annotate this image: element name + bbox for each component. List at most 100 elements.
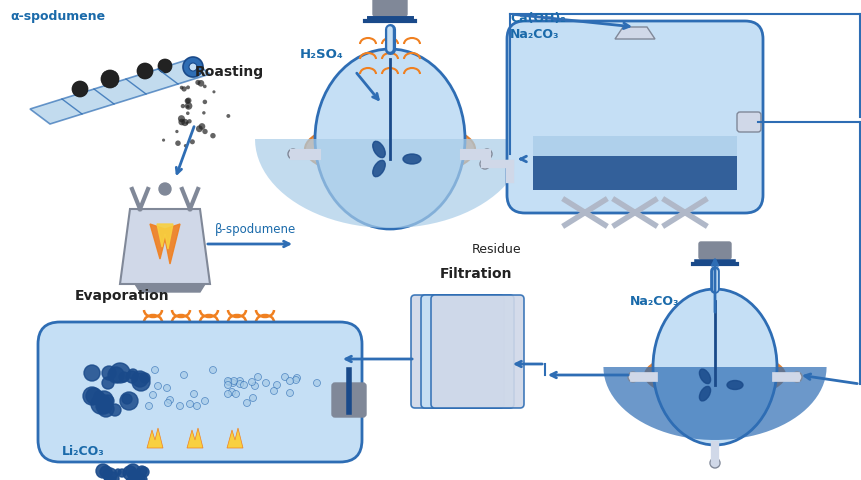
Circle shape [83,387,101,405]
Circle shape [232,391,239,397]
Text: H₂SO₄: H₂SO₄ [300,48,344,61]
Polygon shape [150,225,180,264]
Circle shape [166,396,173,404]
Circle shape [189,64,197,72]
Polygon shape [532,156,736,191]
Circle shape [119,372,129,382]
Circle shape [149,392,157,399]
Circle shape [273,382,280,389]
Circle shape [96,398,112,414]
Circle shape [230,378,238,384]
Circle shape [240,382,247,389]
Circle shape [180,86,183,90]
Circle shape [197,81,204,87]
Circle shape [175,141,181,147]
Circle shape [139,479,145,480]
Circle shape [86,388,102,404]
Circle shape [126,464,139,478]
Circle shape [202,112,205,115]
Circle shape [127,476,139,480]
Circle shape [189,140,195,145]
Circle shape [182,87,187,92]
Circle shape [184,103,192,110]
Text: Filtration: Filtration [439,266,512,280]
FancyBboxPatch shape [411,295,504,408]
Circle shape [127,369,138,379]
Circle shape [288,150,298,160]
Circle shape [158,60,172,74]
Circle shape [110,363,130,383]
Circle shape [152,367,158,374]
Circle shape [186,86,189,90]
Ellipse shape [372,161,385,177]
Circle shape [120,392,138,410]
Circle shape [202,85,207,89]
FancyBboxPatch shape [506,22,762,214]
Circle shape [313,380,320,387]
Polygon shape [30,60,210,125]
Polygon shape [120,210,210,285]
Circle shape [181,105,185,109]
Circle shape [72,82,88,98]
Circle shape [178,120,185,126]
Circle shape [186,401,193,408]
Text: Na₂CO₃: Na₂CO₃ [510,28,559,41]
Circle shape [132,371,148,387]
FancyBboxPatch shape [331,383,366,417]
Circle shape [164,400,171,407]
Circle shape [101,71,119,89]
Circle shape [123,466,137,480]
Circle shape [190,391,197,397]
Ellipse shape [698,386,709,401]
Circle shape [158,184,170,195]
FancyBboxPatch shape [698,242,730,260]
Circle shape [181,120,189,127]
Circle shape [91,394,111,414]
Circle shape [122,394,132,404]
Circle shape [236,381,243,388]
Circle shape [102,366,116,380]
FancyBboxPatch shape [38,323,362,462]
Circle shape [226,379,232,386]
Polygon shape [614,28,654,40]
Ellipse shape [698,369,709,384]
Circle shape [198,124,205,131]
Circle shape [202,100,207,105]
FancyBboxPatch shape [430,295,523,408]
Circle shape [183,145,187,148]
Circle shape [286,390,293,396]
Polygon shape [255,140,524,228]
Text: Na₂CO₃: Na₂CO₃ [629,294,678,307]
Polygon shape [135,285,205,292]
Circle shape [162,139,165,143]
Text: Residue: Residue [472,243,521,256]
Circle shape [108,367,124,383]
Circle shape [210,133,215,139]
Circle shape [175,131,178,134]
Polygon shape [147,428,163,448]
Circle shape [139,373,150,383]
Circle shape [100,466,112,478]
Polygon shape [157,225,173,250]
Circle shape [243,400,251,407]
Circle shape [202,130,208,135]
Circle shape [185,122,189,125]
Text: α-spodumene: α-spodumene [10,10,105,23]
Circle shape [108,477,116,480]
Circle shape [480,160,489,169]
Circle shape [292,377,299,384]
Ellipse shape [403,155,420,165]
Circle shape [108,404,121,416]
Polygon shape [532,137,736,156]
Circle shape [293,375,300,382]
Circle shape [195,81,201,86]
Ellipse shape [644,351,784,399]
Circle shape [187,120,191,124]
Circle shape [195,126,202,133]
Circle shape [186,106,189,109]
Circle shape [177,403,183,409]
Circle shape [135,474,141,480]
Circle shape [115,469,121,475]
Circle shape [212,91,215,94]
Circle shape [185,98,191,104]
